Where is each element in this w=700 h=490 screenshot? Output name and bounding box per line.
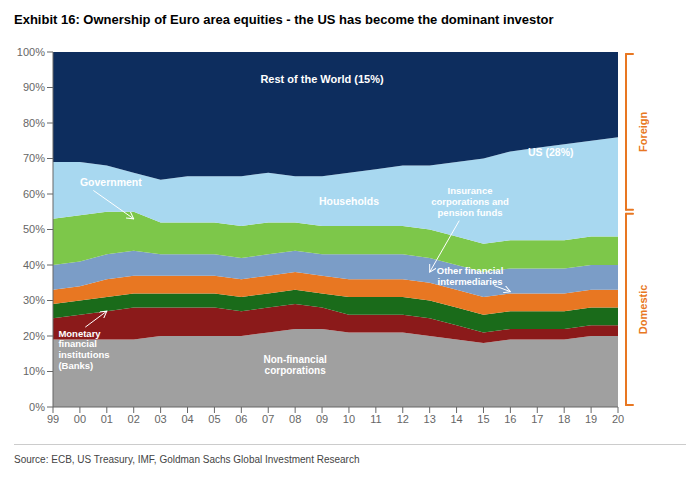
svg-text:50%: 50% [23,223,45,235]
svg-text:15: 15 [477,413,489,425]
svg-text:100%: 100% [17,46,45,58]
svg-text:Government: Government [80,176,142,188]
svg-text:10: 10 [343,413,355,425]
svg-text:18: 18 [558,413,570,425]
svg-text:13: 13 [424,413,436,425]
svg-text:90%: 90% [23,81,45,93]
svg-text:14: 14 [450,413,462,425]
svg-text:01: 01 [101,413,113,425]
svg-text:02: 02 [128,413,140,425]
svg-text:30%: 30% [23,294,45,306]
svg-text:05: 05 [208,413,220,425]
svg-text:09: 09 [316,413,328,425]
svg-text:08: 08 [289,413,301,425]
svg-text:0%: 0% [29,401,45,413]
svg-text:Foreign: Foreign [637,111,649,152]
svg-text:Domestic: Domestic [637,285,649,335]
svg-text:12: 12 [397,413,409,425]
svg-text:10%: 10% [23,365,45,377]
svg-text:Rest of the World (15%): Rest of the World (15%) [260,73,384,85]
svg-text:06: 06 [235,413,247,425]
svg-text:11: 11 [370,413,381,425]
svg-text:16: 16 [504,413,516,425]
svg-text:40%: 40% [23,259,45,271]
svg-text:00: 00 [74,413,86,425]
svg-text:80%: 80% [23,117,45,129]
svg-text:Insurancecorporations andpensi: Insurancecorporations andpension funds [431,185,509,218]
svg-text:60%: 60% [23,188,45,200]
svg-text:20: 20 [612,413,624,425]
svg-text:07: 07 [262,413,274,425]
svg-text:19: 19 [585,413,597,425]
svg-text:99: 99 [47,413,59,425]
html-text:Exhibit 16: Ownership of Euro: Exhibit 16: Ownership of Euro area equit… [14,12,554,27]
svg-text:03: 03 [154,413,166,425]
svg-text:US (28%): US (28%) [528,146,574,158]
svg-text:70%: 70% [23,152,45,164]
svg-text:Households: Households [319,195,379,207]
svg-text:20%: 20% [23,330,45,342]
svg-text:04: 04 [181,413,193,425]
svg-text:Non-financialcorporations: Non-financialcorporations [263,354,327,377]
svg-text:17: 17 [531,413,543,425]
svg-text:Other financialintermediaries: Other financialintermediaries [437,265,504,287]
html-text:Source: ECB, US Treasury, IMF,: Source: ECB, US Treasury, IMF, Goldman S… [14,454,360,465]
svg-text:Monetaryfinancialinstitutions(: Monetaryfinancialinstitutions(Banks) [58,328,109,372]
